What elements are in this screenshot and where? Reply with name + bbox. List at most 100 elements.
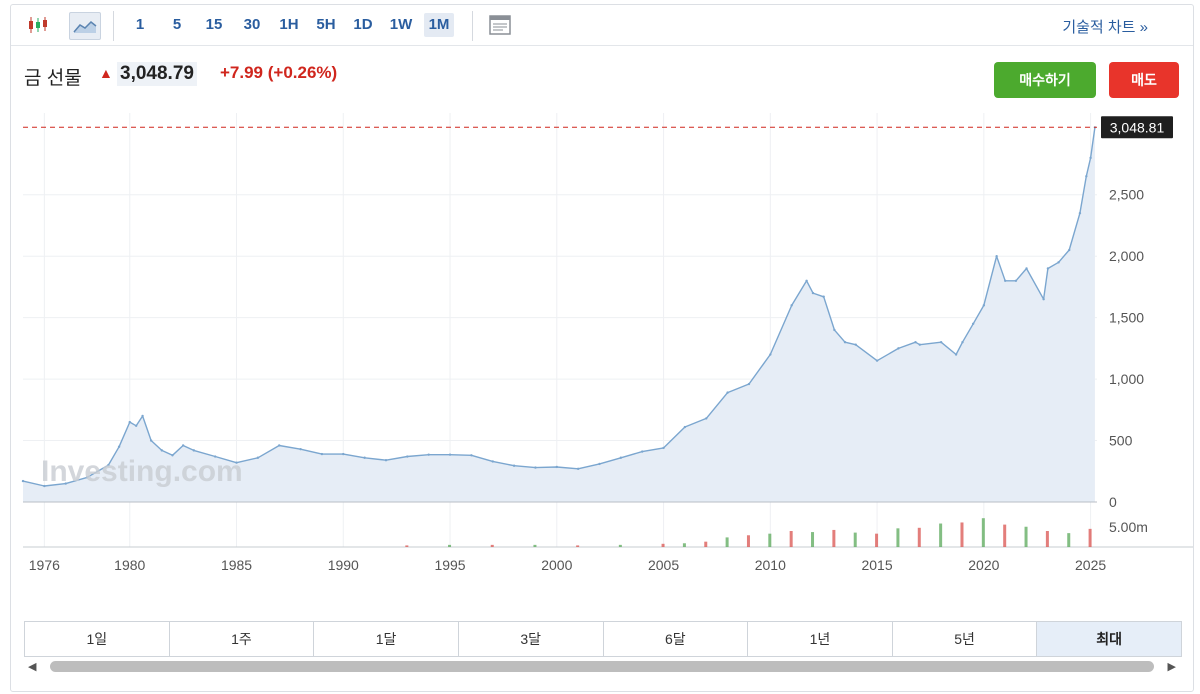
x-tick-label: 1985 xyxy=(221,557,252,573)
timeframe-30[interactable]: 30 xyxy=(243,16,261,33)
timeframe-5h[interactable]: 5H xyxy=(316,16,336,33)
timeframe-1d[interactable]: 1D xyxy=(353,16,373,33)
volume-bar xyxy=(811,532,815,547)
current-price-label: 3,048.81 xyxy=(1110,119,1165,135)
price-point xyxy=(427,453,430,456)
price-point xyxy=(171,454,174,457)
price-point xyxy=(406,455,409,458)
price-point xyxy=(918,343,921,346)
price-point xyxy=(448,453,452,456)
price-point xyxy=(320,452,324,456)
toolbar-divider xyxy=(472,11,473,41)
volume-bar xyxy=(704,541,708,547)
x-tick-label: 2000 xyxy=(541,557,572,573)
price-point xyxy=(705,417,708,420)
price-chart[interactable]: Investing.com 3,048.81 0 500 1,000 1,500 2,000… xyxy=(11,105,1193,585)
price-point xyxy=(470,454,473,457)
range-tab[interactable]: 6달 xyxy=(604,622,749,656)
range-tab[interactable]: 5년 xyxy=(893,622,1038,656)
price-point xyxy=(805,279,808,282)
technical-chart-link[interactable]: 기술적 차트 » xyxy=(1062,19,1148,36)
range-tab[interactable]: 1년 xyxy=(748,622,893,656)
price-point xyxy=(897,347,900,350)
volume-bar xyxy=(1088,528,1092,547)
volume-bar xyxy=(960,522,964,547)
range-tab[interactable]: 1일 xyxy=(25,622,170,656)
x-tick-label: 1990 xyxy=(328,557,359,573)
volume-bar xyxy=(1024,526,1028,547)
price-point xyxy=(954,353,958,356)
price-point xyxy=(181,444,185,447)
timeframe-1[interactable]: 1 xyxy=(135,16,145,33)
current-price-badge xyxy=(1101,116,1173,139)
change-percent: (+0.26%) xyxy=(267,63,338,82)
volume-bar xyxy=(768,533,772,547)
range-tab[interactable]: 1달 xyxy=(314,622,459,656)
price-point xyxy=(914,341,917,344)
volume-bar xyxy=(618,544,622,547)
scrollbar-thumb[interactable] xyxy=(50,661,1154,672)
sell-button[interactable]: 매도 xyxy=(1109,62,1179,98)
price-point xyxy=(1089,156,1092,160)
y-tick-label: 2,500 xyxy=(1109,187,1144,203)
volume-bar xyxy=(896,528,900,547)
price-point xyxy=(1025,267,1028,270)
timeframe-5[interactable]: 5 xyxy=(172,16,182,33)
price-point xyxy=(995,254,998,258)
volume-bar xyxy=(448,544,452,547)
price-point xyxy=(141,414,144,418)
price-point xyxy=(726,391,729,394)
volume-bar xyxy=(789,531,793,547)
price-point xyxy=(598,462,601,466)
buy-button[interactable]: 매수하기 xyxy=(994,62,1096,98)
range-tab-selected[interactable]: 최대 xyxy=(1037,622,1181,656)
volume-bar xyxy=(661,543,665,547)
chart-toolbar: 1 5 15 30 1H 5H 1D 1W 1M 기술적 차트 » xyxy=(11,5,1193,46)
scroll-left-icon[interactable]: ◀ xyxy=(28,661,37,673)
x-tick-label: 1980 xyxy=(114,557,145,573)
y-tick-label: 500 xyxy=(1109,433,1133,449)
price-point xyxy=(534,466,537,469)
price-point xyxy=(843,341,847,344)
price-point xyxy=(149,439,153,442)
price-point xyxy=(512,464,516,467)
timeframe-1h[interactable]: 1H xyxy=(279,16,299,33)
price-point xyxy=(1068,248,1071,252)
investing-watermark: Investing.com xyxy=(41,455,243,488)
range-tab[interactable]: 1주 xyxy=(170,622,315,656)
price-point xyxy=(641,450,644,453)
scroll-right-icon[interactable]: ▶ xyxy=(1167,661,1176,673)
price-point xyxy=(683,425,687,429)
x-tick-label: 1995 xyxy=(434,557,465,573)
price-point xyxy=(85,476,89,479)
price-point xyxy=(939,341,943,344)
volume-bar xyxy=(533,544,537,547)
range-tab[interactable]: 3달 xyxy=(459,622,604,656)
price-point xyxy=(107,463,110,467)
y-tick-label: 1,000 xyxy=(1109,371,1144,387)
price-point xyxy=(134,424,138,427)
timeframe-1m[interactable]: 1M xyxy=(424,13,454,37)
price-point xyxy=(662,446,665,450)
price-point xyxy=(1057,261,1060,264)
x-tick-label: 2015 xyxy=(861,557,892,573)
timeframe-15[interactable]: 15 xyxy=(205,16,223,33)
chart-scrollbar[interactable]: ◀ ▶ xyxy=(24,657,1180,675)
price-point xyxy=(971,322,975,325)
y-tick-label: 2,000 xyxy=(1109,248,1144,264)
price-point xyxy=(342,452,345,456)
up-arrow-icon: ▲ xyxy=(99,65,113,81)
x-tick-label: 2005 xyxy=(648,557,679,573)
last-price: 3,048.79 xyxy=(117,62,197,86)
volume-bar xyxy=(1067,533,1071,547)
price-point xyxy=(43,484,46,488)
candlestick-icon[interactable] xyxy=(23,12,53,38)
price-point xyxy=(256,456,260,459)
y-tick-label: 1,500 xyxy=(1109,310,1144,326)
price-point xyxy=(363,456,366,459)
layout-icon[interactable] xyxy=(485,12,515,38)
price-point xyxy=(811,291,815,295)
price-point xyxy=(160,449,163,452)
timeframe-1w[interactable]: 1W xyxy=(389,16,413,33)
area-chart-icon[interactable] xyxy=(69,12,101,40)
